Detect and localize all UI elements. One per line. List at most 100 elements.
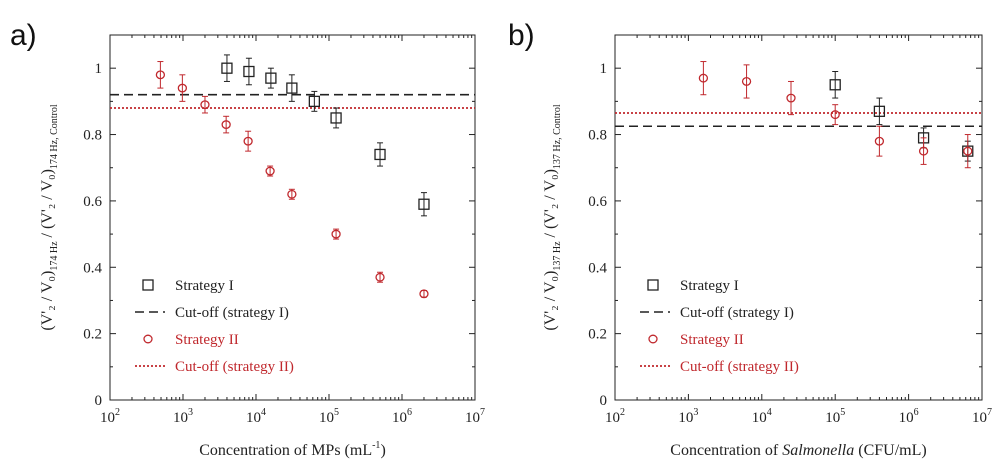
x-tick-label: 106 — [392, 407, 412, 426]
y-axis-label-text: (V'₂ / V₀) — [39, 271, 56, 331]
data-point-strategy-ii — [200, 100, 210, 110]
panel-label: b) — [508, 19, 535, 52]
data-point-strategy-ii — [741, 77, 752, 86]
x-tick-label: 107 — [972, 407, 992, 426]
y-axis-label-sub: 137 Hz — [552, 241, 563, 271]
data-point-strategy-i — [330, 112, 342, 124]
y-axis-label-text: (V'₂ / V₀) — [542, 271, 559, 331]
data-point-strategy-ii — [874, 136, 885, 146]
data-point-strategy-i — [829, 79, 841, 91]
data-point-strategy-ii — [155, 70, 166, 80]
x-tick-label: 104 — [246, 407, 266, 426]
data-point-strategy-i — [308, 95, 321, 108]
data-point-strategy-ii — [830, 110, 840, 120]
legend-label: Strategy II — [680, 332, 744, 348]
legend-label: Cut-off (strategy I) — [175, 305, 289, 321]
y-tick-label: 0 — [95, 393, 103, 409]
x-tick-label: 102 — [605, 407, 625, 426]
x-tick-exponent: 7 — [987, 407, 992, 418]
legend-label: Cut-off (strategy I) — [680, 305, 794, 321]
x-tick-label: 106 — [899, 407, 919, 426]
legend-label: Strategy I — [680, 278, 739, 294]
data-point-strategy-ii — [786, 93, 796, 103]
y-axis-label: (V'₂ / V₀)137 Hz / (V'₂ / V₀)137 Hz, Con… — [542, 104, 563, 330]
data-point-strategy-ii — [918, 146, 929, 156]
x-tick-exponent: 4 — [767, 407, 772, 418]
y-axis-label-text: / (V'₂ / V₀) — [39, 169, 56, 241]
x-tick-base: 10 — [173, 410, 188, 426]
x-axis-label-text: Concentration of MPs (mL — [199, 442, 372, 459]
data-point-strategy-i — [243, 65, 255, 78]
y-tick-label: 0.6 — [588, 194, 607, 210]
y-axis-label-sub: 174 Hz, Control — [49, 104, 60, 169]
x-tick-exponent: 2 — [115, 407, 120, 418]
y-tick-label: 0.4 — [83, 260, 102, 276]
x-tick-label: 105 — [825, 407, 845, 426]
legend-label: Cut-off (strategy II) — [175, 359, 294, 375]
data-point-strategy-ii — [375, 272, 385, 282]
x-tick-base: 10 — [392, 410, 407, 426]
data-point-strategy-i — [265, 72, 277, 84]
x-tick-base: 10 — [465, 410, 480, 426]
x-axis-label-italic: Salmonella — [782, 442, 854, 459]
legend-label: Strategy I — [175, 278, 234, 294]
data-point-strategy-i — [286, 82, 298, 94]
x-tick-exponent: 2 — [620, 407, 625, 418]
x-tick-base: 10 — [825, 410, 840, 426]
x-tick-exponent: 3 — [188, 407, 193, 418]
data-point-strategy-ii — [698, 73, 709, 83]
y-axis-label-text: / (V'₂ / V₀) — [542, 169, 559, 241]
x-tick-label: 105 — [319, 407, 339, 426]
data-point-strategy-ii — [287, 189, 297, 199]
x-tick-label: 107 — [465, 407, 485, 426]
x-tick-base: 10 — [246, 410, 261, 426]
x-tick-label: 102 — [100, 407, 120, 426]
x-tick-exponent: 4 — [261, 407, 266, 418]
data-point-strategy-ii — [265, 166, 275, 176]
chart-panel-a: a)102 103 104 105 106 10700.20.40.60.81Concen… — [10, 19, 485, 459]
y-tick-label: 0.4 — [588, 260, 607, 276]
x-tick-label: 103 — [678, 407, 698, 426]
x-tick-exponent: 7 — [480, 407, 485, 418]
legend-label: Strategy II — [175, 332, 239, 348]
x-axis-label-text: Concentration of — [670, 442, 782, 459]
data-point-strategy-i — [418, 198, 430, 210]
x-tick-base: 10 — [752, 410, 767, 426]
data-point-strategy-ii — [177, 83, 188, 93]
y-tick-label: 1 — [95, 61, 103, 77]
x-tick-exponent: 5 — [840, 407, 845, 418]
x-tick-exponent: 3 — [693, 407, 698, 418]
x-axis-label: Concentration of Salmonella (CFU/mL) — [670, 442, 926, 459]
x-tick-base: 10 — [605, 410, 620, 426]
data-point-strategy-ii — [243, 136, 253, 146]
x-tick-base: 10 — [972, 410, 987, 426]
x-tick-exponent: 6 — [407, 407, 412, 418]
x-tick-base: 10 — [319, 410, 334, 426]
x-tick-base: 10 — [899, 410, 914, 426]
y-tick-label: 0.8 — [83, 128, 102, 144]
x-tick-base: 10 — [678, 410, 693, 426]
x-tick-base: 10 — [100, 410, 115, 426]
x-axis-label-sup: -1 — [372, 440, 380, 451]
data-point-strategy-ii — [221, 120, 231, 130]
legend: Strategy I Cut-off (strategy I) Strategy I… — [135, 278, 294, 375]
panel-label: a) — [10, 19, 37, 52]
data-point-strategy-ii — [419, 289, 429, 299]
legend-marker-circle — [648, 334, 658, 344]
legend-label: Cut-off (strategy II) — [680, 359, 799, 375]
y-axis-label-sub: 174 Hz — [49, 241, 60, 271]
legend-marker-circle — [143, 334, 153, 344]
x-axis-label: Concentration of MPs (mL-1) — [199, 440, 386, 459]
y-tick-label: 0.2 — [83, 327, 102, 343]
x-axis-label-text: (CFU/mL) — [854, 442, 926, 459]
x-tick-exponent: 5 — [334, 407, 339, 418]
data-point-strategy-ii — [963, 146, 973, 156]
y-tick-label: 0.8 — [588, 128, 607, 144]
legend-marker-square — [647, 279, 659, 291]
data-point-strategy-i — [873, 105, 886, 117]
y-tick-label: 0.6 — [83, 194, 102, 210]
data-point-strategy-ii — [331, 229, 341, 239]
y-axis-label-sub: 137 Hz, Control — [552, 104, 563, 169]
chart-panel-b: b)102 103 104 105 106 10700.20.40.60.81Concen… — [508, 19, 992, 459]
